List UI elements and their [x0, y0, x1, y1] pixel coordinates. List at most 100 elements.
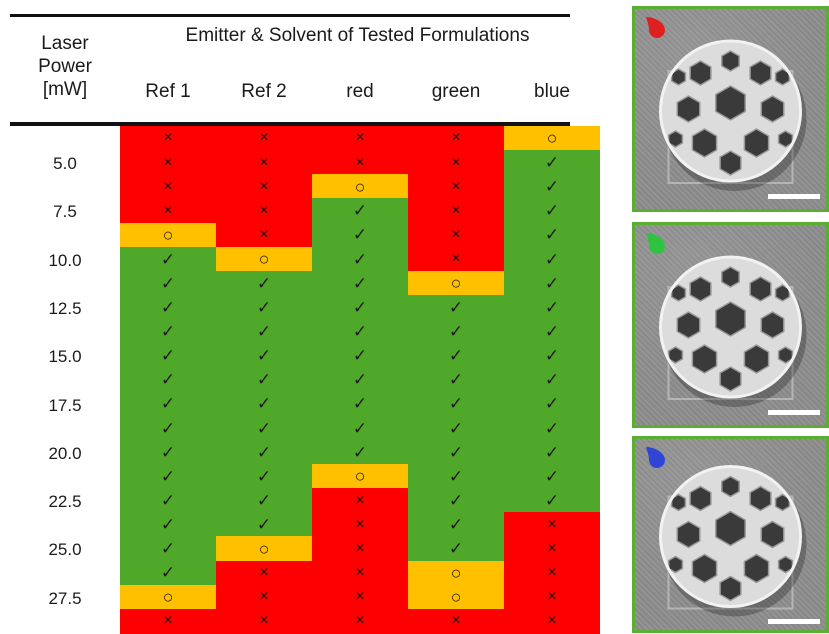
- cell-ref1-11: ✓: [120, 391, 216, 417]
- cell-symbol: ✓: [160, 346, 176, 366]
- cell-symbol: ✓: [448, 418, 464, 438]
- cell-green-2: ×: [408, 174, 504, 200]
- cell-green-6: ○: [408, 270, 504, 296]
- cell-symbol: ×: [355, 588, 365, 606]
- cell-blue-9: ✓: [504, 343, 600, 369]
- cell-symbol: ○: [162, 587, 174, 608]
- cell-symbol: ✓: [256, 442, 272, 462]
- cell-green-14: ✓: [408, 464, 504, 489]
- cell-symbol: ✓: [160, 563, 176, 583]
- cell-ref1-17: ✓: [120, 536, 216, 562]
- cell-symbol: ×: [163, 177, 173, 195]
- cell-symbol: ○: [546, 128, 558, 149]
- cell-symbol: ✓: [256, 370, 272, 390]
- cell-symbol: ✓: [160, 394, 176, 414]
- cell-symbol: ✓: [544, 418, 560, 438]
- cell-ref2-3: ×: [216, 198, 312, 224]
- cell-ref2-11: ✓: [216, 391, 312, 417]
- cell-red-9: ✓: [312, 343, 408, 369]
- cell-red-10: ✓: [312, 367, 408, 393]
- sem-image-red: [632, 6, 829, 212]
- cell-red-12: ✓: [312, 415, 408, 441]
- cell-symbol: ×: [163, 612, 173, 630]
- cell-symbol: ×: [451, 201, 461, 219]
- cell-symbol: ✓: [544, 370, 560, 390]
- red-drop-icon: [646, 17, 665, 38]
- cell-symbol: ×: [259, 177, 269, 195]
- cell-ref2-5: ○: [216, 246, 312, 272]
- column-header-ref2: Ref 2: [241, 81, 287, 102]
- cell-symbol: ✓: [544, 153, 560, 172]
- scale-bar: [768, 410, 820, 415]
- cell-ref2-18: ×: [216, 560, 312, 586]
- cell-symbol: ×: [259, 612, 269, 630]
- cell-symbol: ✓: [256, 515, 272, 535]
- cell-red-16: ×: [312, 512, 408, 538]
- cell-ref2-14: ✓: [216, 464, 312, 489]
- cell-blue-14: ✓: [504, 464, 600, 489]
- cell-ref2-4: ×: [216, 222, 312, 248]
- cell-symbol: ×: [355, 563, 365, 581]
- cell-red-4: ✓: [312, 222, 408, 248]
- cell-symbol: ○: [162, 224, 174, 245]
- cell-symbol: ✓: [160, 297, 176, 317]
- cell-ref2-10: ✓: [216, 367, 312, 393]
- cell-blue-7: ✓: [504, 295, 600, 320]
- cell-symbol: ✓: [448, 515, 464, 535]
- cell-ref1-7: ✓: [120, 295, 216, 320]
- cell-red-15: ×: [312, 488, 408, 513]
- cell-blue-20: ×: [504, 608, 600, 634]
- cell-red-19: ×: [312, 584, 408, 610]
- cell-symbol: ✓: [256, 394, 272, 414]
- cell-ref2-2: ×: [216, 174, 312, 200]
- cell-ref1-8: ✓: [120, 319, 216, 344]
- cell-symbol: ×: [259, 153, 269, 171]
- cell-ref1-9: ✓: [120, 343, 216, 369]
- cell-ref2-6: ✓: [216, 270, 312, 296]
- buckyball-structure: [659, 39, 807, 191]
- cell-symbol: ×: [355, 612, 365, 630]
- cell-symbol: ✓: [160, 515, 176, 535]
- cell-green-16: ✓: [408, 512, 504, 538]
- cell-symbol: ×: [451, 250, 461, 268]
- cell-symbol: ×: [451, 612, 461, 630]
- cell-symbol: ×: [451, 153, 461, 171]
- cell-ref1-0: ×: [120, 126, 216, 151]
- cell-ref1-5: ✓: [120, 246, 216, 272]
- cell-ref1-10: ✓: [120, 367, 216, 393]
- laser-power-header-line2: Power: [38, 56, 92, 77]
- cell-symbol: ✓: [352, 249, 368, 269]
- cell-blue-11: ✓: [504, 391, 600, 417]
- column-header-ref1: Ref 1: [145, 81, 191, 102]
- cell-blue-12: ✓: [504, 415, 600, 441]
- cell-symbol: ✓: [256, 322, 272, 341]
- cell-ref1-1: ×: [120, 150, 216, 175]
- cell-symbol: ✓: [448, 442, 464, 462]
- cell-green-15: ✓: [408, 488, 504, 513]
- cell-symbol: ✓: [352, 201, 368, 221]
- cell-symbol: ✓: [256, 466, 272, 486]
- cell-symbol: ○: [450, 587, 462, 608]
- cell-green-4: ×: [408, 222, 504, 248]
- cell-symbol: ✓: [448, 394, 464, 414]
- laser-power-label: 27.5: [48, 588, 82, 608]
- cell-symbol: ✓: [448, 322, 464, 341]
- cell-ref1-13: ✓: [120, 439, 216, 465]
- cell-symbol: ○: [354, 176, 366, 197]
- cell-symbol: ×: [547, 612, 557, 630]
- cell-blue-15: ✓: [504, 488, 600, 513]
- cell-green-3: ×: [408, 198, 504, 224]
- cell-symbol: ✓: [160, 322, 176, 341]
- laser-power-label: 7.5: [53, 202, 77, 222]
- cell-ref1-12: ✓: [120, 415, 216, 441]
- cell-blue-6: ✓: [504, 270, 600, 296]
- cell-red-0: ×: [312, 126, 408, 151]
- cell-green-10: ✓: [408, 367, 504, 393]
- scale-bar: [768, 194, 820, 199]
- cell-ref1-3: ×: [120, 198, 216, 224]
- laser-power-label: 12.5: [48, 299, 82, 318]
- cell-blue-3: ✓: [504, 198, 600, 224]
- cell-symbol: ✓: [352, 297, 368, 317]
- cell-symbol: ✓: [352, 225, 368, 245]
- cell-symbol: ○: [354, 466, 366, 487]
